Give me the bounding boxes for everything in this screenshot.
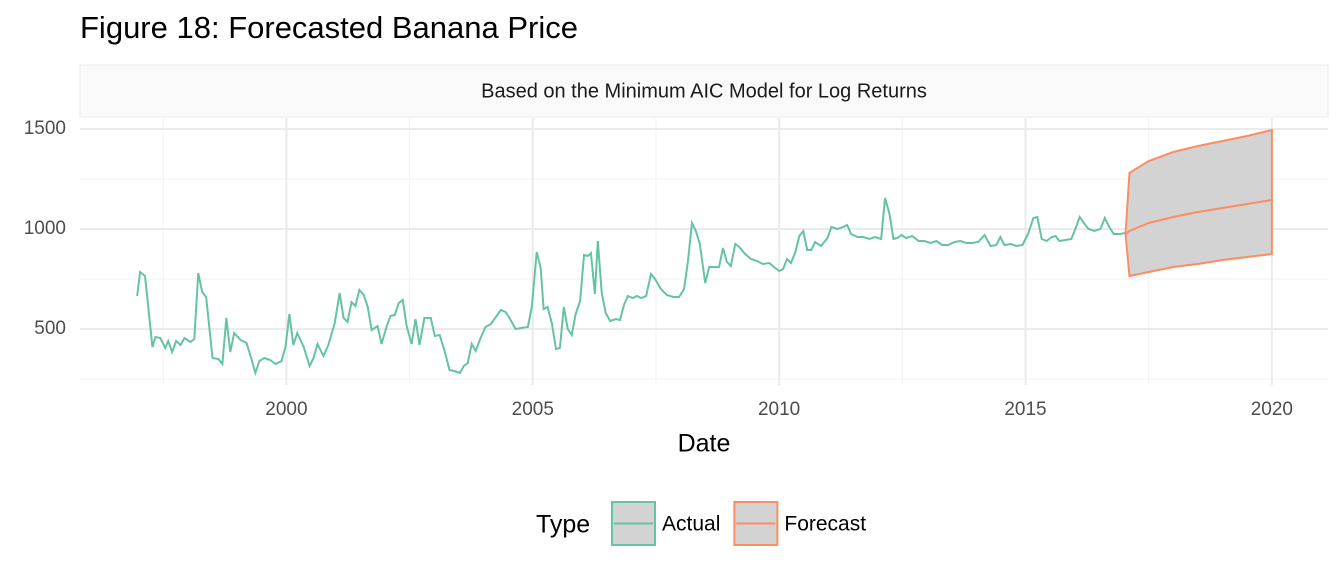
x-tick-label: 2015 [1004,399,1046,420]
y-tick-label: 1500 [24,118,66,139]
x-axis-label: Date [678,430,731,458]
y-tick-label: 500 [34,318,66,339]
chart-title: Figure 18: Forecasted Banana Price [80,10,578,45]
x-tick-label: 2005 [512,399,554,420]
series-line [136,197,1126,377]
x-tick-label: 2020 [1251,399,1293,420]
legend-label: Forecast [784,513,866,536]
forecast-ribbon [1124,128,1273,278]
legend-label: Actual [662,513,720,536]
y-tick-label: 1000 [24,218,66,239]
strip-label: Based on the Minimum AIC Model for Log R… [481,80,927,102]
series-line [1124,199,1272,235]
x-tick-label: 2000 [265,399,307,420]
strip [79,64,1329,118]
legend-title: Type [536,511,590,539]
x-tick-label: 2010 [758,399,800,420]
